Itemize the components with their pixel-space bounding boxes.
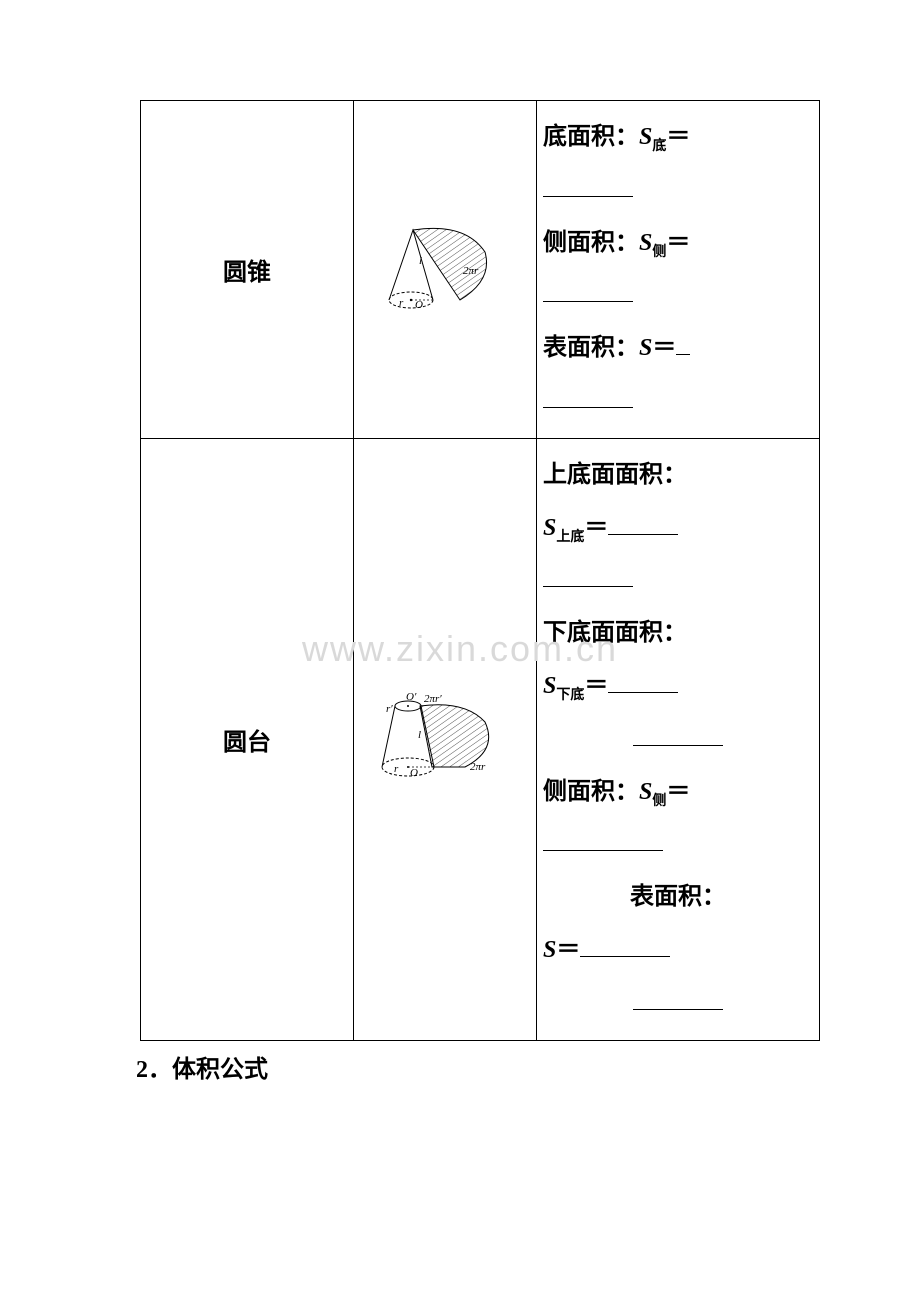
frustum-label-Oprime: O′ [406, 691, 417, 703]
var-S: S [543, 673, 556, 699]
base-area-label: 底面积： [543, 124, 639, 150]
cone-label-r: r [399, 297, 404, 309]
side-area-label: 侧面积： [543, 230, 639, 256]
bottom-base-label: 下底面面积： [543, 620, 687, 646]
cone-label-O: O [415, 299, 423, 311]
blank [633, 721, 723, 746]
blank [608, 668, 678, 693]
sub-di: 底 [652, 139, 666, 154]
table-row: 圆锥 2πr r O l [141, 101, 820, 439]
frustum-label-2pir: 2πr [470, 761, 486, 773]
blank [676, 330, 690, 355]
blank [543, 172, 633, 197]
geometry-table: 圆锥 2πr r O l [140, 100, 820, 1041]
frustum-label-r: r [394, 763, 399, 775]
blank [543, 826, 663, 851]
shape-name: 圆台 [223, 730, 271, 756]
table-row: 圆台 O′ [141, 438, 820, 1040]
side-area-label: 侧面积： [543, 779, 639, 805]
frustum-label-rprime: r′ [386, 703, 393, 715]
blank [580, 932, 670, 957]
shape-name-cell: 圆锥 [141, 101, 354, 439]
var-S: S [543, 515, 556, 541]
cone-label-l: l [419, 255, 422, 267]
cone-label-2pir: 2πr [463, 265, 479, 277]
shape-name-cell: 圆台 [141, 438, 354, 1040]
frustum-label-l: l [418, 729, 421, 741]
formula-cell: 底面积：S底＝ 侧面积：S侧＝ 表面积：S＝ [537, 101, 820, 439]
surface-area-label: 表面积： [543, 871, 813, 924]
sub-ce: 侧 [652, 244, 666, 259]
sub-ce: 侧 [652, 793, 666, 808]
figure-cell: O′ 2πr′ r′ l r O 2πr [354, 438, 537, 1040]
cone-figure: 2πr r O l [375, 212, 515, 322]
blank [543, 277, 633, 302]
var-S: S [639, 779, 652, 805]
sub-shangdi: 上底 [556, 529, 584, 544]
top-base-label: 上底面面积： [543, 462, 687, 488]
blank [608, 510, 678, 535]
var-S: S [543, 937, 556, 963]
var-S: S [639, 230, 652, 256]
var-S: S [639, 335, 652, 361]
var-S: S [639, 124, 652, 150]
blank [543, 383, 633, 408]
frustum-label-2pirprime: 2πr′ [424, 693, 442, 705]
sub-xiadi: 下底 [556, 688, 584, 703]
blank [633, 985, 723, 1010]
shape-name: 圆锥 [223, 260, 271, 286]
section-heading: 2．体积公式 [136, 1049, 800, 1084]
page: 圆锥 2πr r O l [0, 0, 920, 1124]
formula-cell: 上底面面积： S上底＝ 下底面面积： S下底＝ 侧面积：S侧＝ 表面积： S＝ [537, 438, 820, 1040]
frustum-label-O: O [410, 767, 418, 779]
surface-area-label: 表面积： [543, 335, 639, 361]
blank [543, 562, 633, 587]
figure-cell: 2πr r O l [354, 101, 537, 439]
frustum-figure: O′ 2πr′ r′ l r O 2πr [370, 682, 520, 792]
